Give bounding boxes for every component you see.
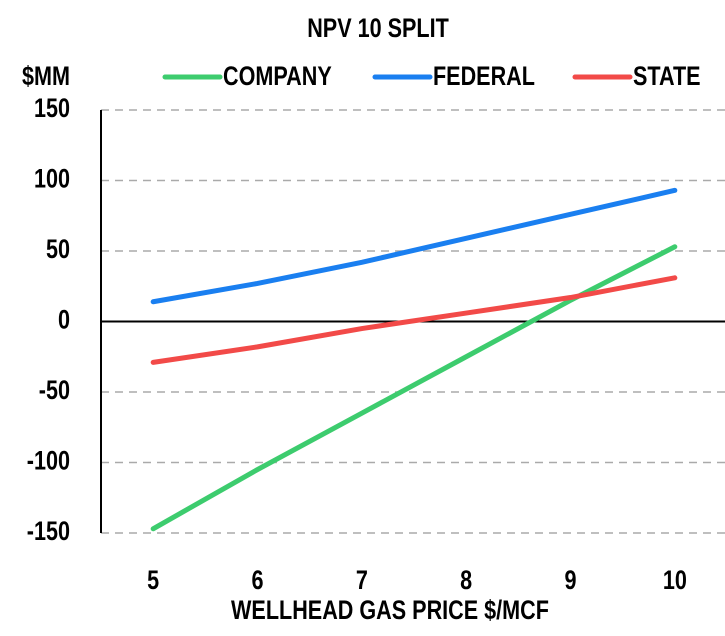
legend-label: STATE <box>633 62 701 92</box>
legend-label: FEDERAL <box>433 62 535 92</box>
y-tick-label: 0 <box>58 305 70 335</box>
x-tick-label: 10 <box>663 566 687 596</box>
chart-title: NPV 10 SPLIT <box>307 14 449 44</box>
y-tick-label: -150 <box>27 517 70 547</box>
y-tick-label: -100 <box>27 446 70 476</box>
y-tick-label: 150 <box>34 94 70 124</box>
x-tick-label: 6 <box>251 566 263 596</box>
x-tick-label: 7 <box>356 566 368 596</box>
x-tick-label: 9 <box>564 566 576 596</box>
x-tick-label: 5 <box>147 566 159 596</box>
series-line <box>150 275 678 365</box>
y-tick-label: -50 <box>39 376 70 406</box>
y-axis-label: $MM <box>22 62 70 92</box>
y-tick-label: 50 <box>46 235 70 265</box>
series-line <box>150 244 678 532</box>
series-line <box>150 187 678 305</box>
y-tick-label: 100 <box>34 164 70 194</box>
x-axis-label: WELLHEAD GAS PRICE $/MCF <box>231 596 549 626</box>
legend-label: COMPANY <box>223 62 332 92</box>
x-tick-label: 8 <box>460 566 472 596</box>
